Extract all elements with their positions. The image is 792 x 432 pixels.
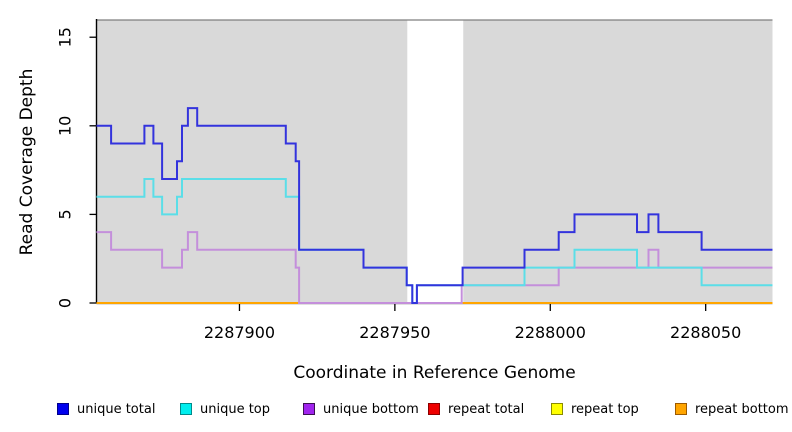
legend-item-unique-bottom: unique bottom [303,401,419,417]
x-tick-label: 2288000 [515,323,586,342]
legend-label: repeat top [571,401,639,417]
x-tick-label: 2287900 [204,323,275,342]
series-line-unique-bottom [96,231,773,304]
legend-label: unique total [77,401,156,417]
legend-item-repeat-bottom: repeat bottom [675,401,789,417]
legend-swatch-icon [551,403,563,415]
legend-swatch-icon [57,403,69,415]
legend-label: unique top [200,401,271,417]
x-tick-label: 2288050 [670,323,741,342]
legend-swatch-icon [303,403,315,415]
highlight-band [407,19,464,303]
legend-swatch-icon [675,403,687,415]
legend-label: unique bottom [323,401,419,417]
x-tick-label: 2287950 [359,323,430,342]
legend-swatch-icon [428,403,440,415]
legend-swatch-icon [180,403,192,415]
y-tick-label: 15 [56,27,75,47]
legend: unique total unique top unique bottom repea… [0,401,792,421]
y-tick-label: 0 [56,298,75,308]
y-tick-label: 5 [56,209,75,219]
legend-item-unique-total: unique total [57,401,155,417]
legend-label: repeat total [448,401,525,417]
series-line-unique-total [96,107,773,304]
x-axis-title: Coordinate in Reference Genome [293,363,575,383]
legend-label: repeat bottom [695,401,789,417]
legend-item-repeat-total: repeat total [428,401,524,417]
y-tick-label: 10 [56,116,75,136]
y-axis-title: Read Coverage Depth [17,69,37,256]
legend-item-repeat-top: repeat top [551,401,639,417]
legend-item-unique-top: unique top [180,401,270,417]
